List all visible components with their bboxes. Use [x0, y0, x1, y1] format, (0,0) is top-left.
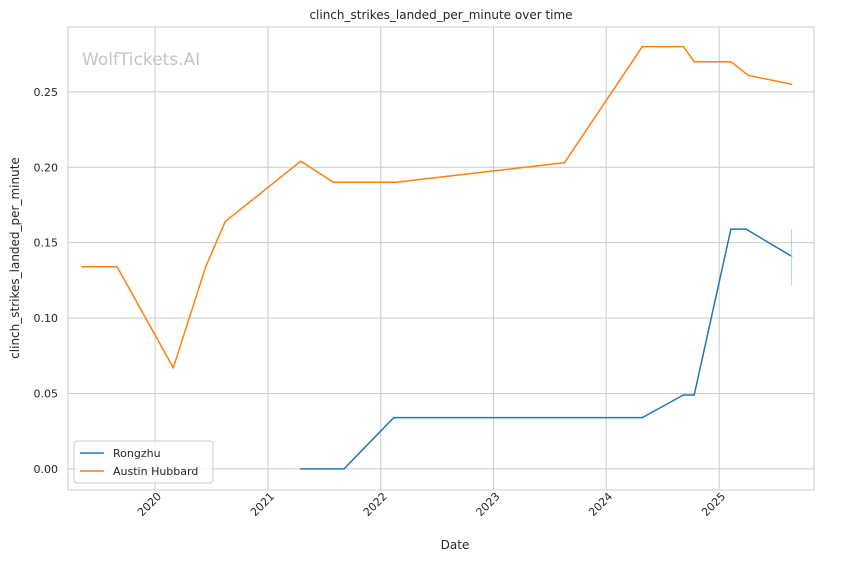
- data-point-rongzhu: [745, 228, 747, 230]
- data-point-austin-hubbard: [747, 74, 750, 77]
- data-point-austin-hubbard: [204, 265, 207, 268]
- data-point-austin-hubbard: [395, 181, 397, 184]
- data-point-rongzhu: [682, 394, 685, 396]
- data-point-rongzhu: [343, 468, 345, 470]
- data-point-austin-hubbard: [81, 265, 84, 268]
- data-point-austin-hubbard: [730, 60, 732, 63]
- legend-box: [73, 440, 214, 484]
- data-point-austin-hubbard: [563, 161, 566, 164]
- data-point-rongzhu: [641, 416, 644, 419]
- watermark: WolfTickets.AI: [82, 50, 200, 70]
- y-axis-ticks: 0.00 0.05 0.10 0.15 0.20 0.25: [34, 86, 59, 476]
- data-point-austin-hubbard: [332, 181, 335, 184]
- legend-label-rongzhu: Rongzhu: [113, 447, 161, 460]
- data-point-austin-hubbard: [300, 160, 302, 163]
- plot-area: [68, 27, 814, 490]
- legend-label-austin-hubbard: Austin Hubbard: [113, 465, 198, 478]
- y-axis-label: clinch_strikes_landed_per_minute: [8, 157, 22, 359]
- data-point-austin-hubbard: [224, 220, 226, 223]
- data-point-austin-hubbard: [790, 83, 793, 86]
- y-tick-label: 0.05: [34, 387, 59, 400]
- data-point-austin-hubbard: [641, 45, 644, 48]
- data-point-austin-hubbard: [682, 45, 685, 48]
- y-tick-label: 0.15: [34, 237, 59, 250]
- data-point-austin-hubbard: [693, 60, 695, 63]
- y-tick-label: 0.25: [34, 86, 59, 99]
- plot-frame: [67, 26, 815, 491]
- y-tick-label: 0.00: [34, 463, 59, 476]
- data-point-rongzhu: [392, 416, 395, 419]
- x-axis-label: Date: [441, 538, 470, 552]
- data-point-rongzhu: [300, 468, 302, 470]
- data-point-austin-hubbard: [116, 265, 118, 268]
- series-layer: [81, 45, 793, 470]
- chart-title: clinch_strikes_landed_per_minute over ti…: [309, 8, 572, 22]
- data-point-rongzhu: [730, 228, 732, 230]
- grid: [68, 27, 814, 490]
- y-tick-label: 0.20: [34, 161, 59, 174]
- data-point-austin-hubbard: [172, 367, 175, 369]
- data-point-rongzhu: [693, 394, 695, 396]
- legend: Rongzhu Austin Hubbard: [73, 440, 214, 484]
- y-tick-label: 0.10: [34, 312, 59, 325]
